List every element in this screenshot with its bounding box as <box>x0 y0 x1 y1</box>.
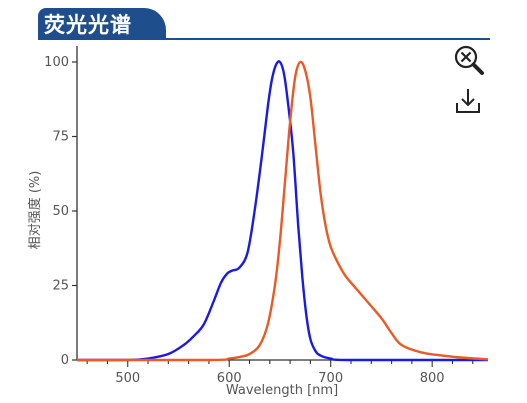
download-icon <box>456 89 480 113</box>
page-title: 荧光光谱 <box>44 13 132 37</box>
x-tick-label: 700 <box>318 371 343 386</box>
chart-axes: 0 25 50 75 100 500 600 700 800 <box>44 46 488 386</box>
section-header: 荧光光谱 <box>0 0 527 40</box>
download-button[interactable] <box>452 85 486 119</box>
y-tick-label: 100 <box>44 55 69 70</box>
y-axis-title: 相对强度 (%) <box>27 171 43 250</box>
y-tick-label: 50 <box>52 204 69 219</box>
series-line-1 <box>77 60 489 362</box>
header-tab <box>38 8 166 39</box>
y-tick-label: 0 <box>61 353 69 368</box>
chart-series <box>77 60 489 362</box>
x-tick-label: 800 <box>420 371 445 386</box>
x-tick-label: 500 <box>115 371 140 386</box>
zoom-reset-button[interactable] <box>452 43 486 77</box>
series-line-0 <box>77 60 488 362</box>
header-divider <box>38 38 490 40</box>
y-tick-label: 75 <box>52 130 69 145</box>
x-tick-label: 600 <box>217 371 242 386</box>
x-axis-title: Wavelength [nm] <box>226 383 338 398</box>
zoom-reset-icon <box>454 45 484 75</box>
y-tick-label: 25 <box>52 279 69 294</box>
